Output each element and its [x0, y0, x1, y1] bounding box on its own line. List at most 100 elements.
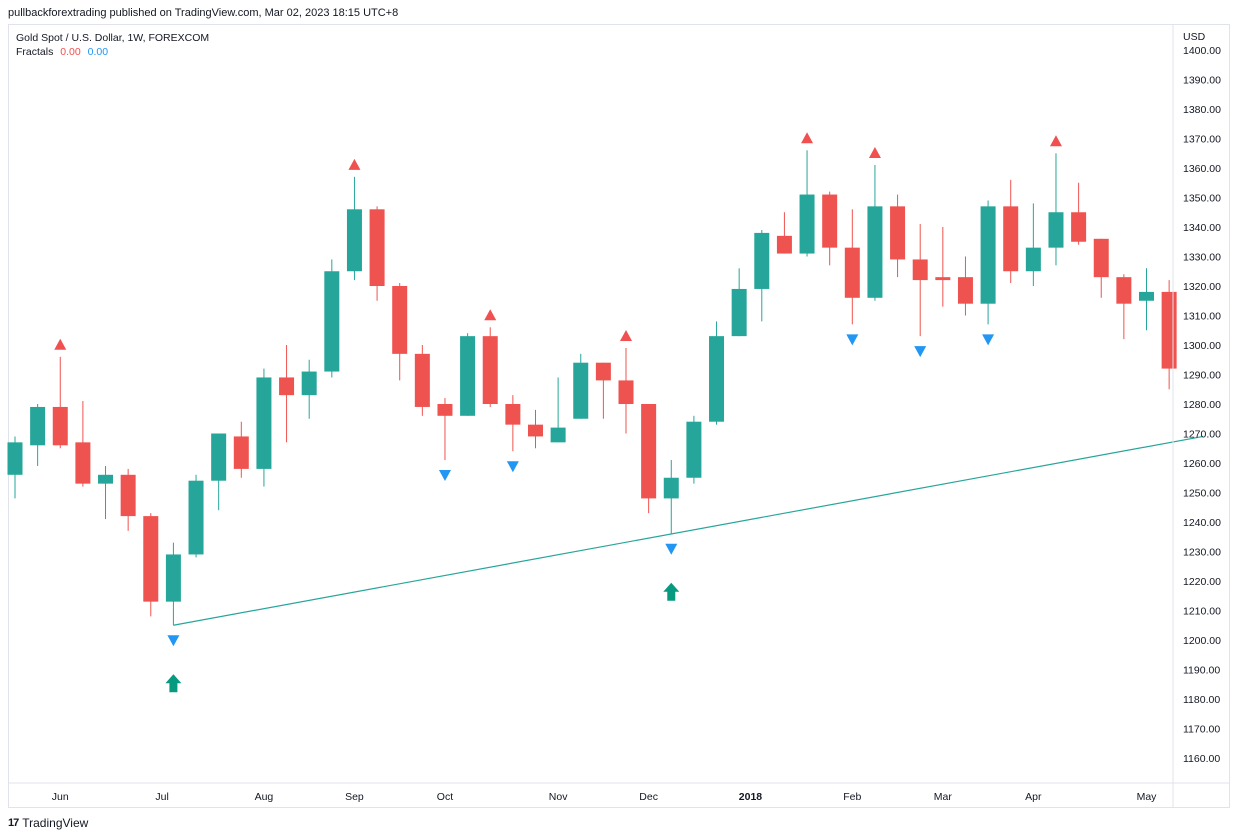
- bullish-candle: [1025, 203, 1041, 286]
- candle-body: [776, 235, 792, 254]
- candle-body: [75, 442, 91, 484]
- candle-body: [641, 404, 657, 499]
- bullish-candle: [98, 465, 114, 520]
- bearish-candle: [392, 283, 408, 381]
- price-tick-label: 1320.00: [1183, 281, 1221, 293]
- bearish-candle: [1116, 274, 1132, 340]
- price-axis: USD 1160.00 1170.00 1180.00 1190.00 1200.00 12…: [1183, 31, 1221, 765]
- time-tick-label: Feb: [843, 791, 861, 803]
- bearish-candle: [1161, 280, 1177, 390]
- bearish-candle: [505, 395, 521, 452]
- candle-body: [618, 380, 634, 404]
- price-tick-label: 1310.00: [1183, 311, 1221, 323]
- price-tick-label: 1280.00: [1183, 399, 1221, 411]
- bearish-candle: [279, 345, 295, 443]
- bearish-candle: [482, 327, 498, 407]
- candle-body: [709, 336, 725, 422]
- bearish-candle: [776, 212, 792, 254]
- bearish-candle: [618, 347, 634, 434]
- price-tick-label: 1220.00: [1183, 576, 1221, 588]
- candle-body: [1048, 212, 1064, 248]
- tradingview-brand: TradingView: [22, 816, 89, 830]
- candle-body: [1161, 291, 1177, 369]
- buy-arrow-icon: [165, 674, 182, 693]
- bullish-candle: [211, 433, 227, 511]
- bullish-candle: [7, 436, 23, 499]
- time-tick-label: 2018: [739, 791, 763, 803]
- candle-body: [98, 474, 114, 484]
- time-tick-label: Oct: [437, 791, 453, 803]
- candle-body: [867, 206, 883, 298]
- candle-body: [912, 259, 928, 281]
- time-tick-label: Dec: [639, 791, 658, 803]
- candle-body: [482, 336, 498, 404]
- bearish-candle: [143, 513, 159, 617]
- price-tick-label: 1360.00: [1183, 163, 1221, 175]
- currency-label: USD: [1183, 31, 1206, 43]
- candle-body: [1003, 206, 1019, 272]
- bullish-candle: [188, 474, 204, 558]
- bullish-candle: [30, 404, 46, 466]
- candle-body: [279, 377, 295, 396]
- price-tick-label: 1290.00: [1183, 370, 1221, 382]
- price-tick-label: 1390.00: [1183, 75, 1221, 87]
- publish-header: pullbackforextrading published on Tradin…: [8, 7, 399, 19]
- bearish-candle: [957, 256, 973, 316]
- price-tick-label: 1170.00: [1183, 724, 1220, 736]
- fractal-down-triangle-icon: [167, 635, 180, 647]
- fractal-up-triangle-icon: [348, 158, 361, 170]
- bullish-candle: [799, 150, 815, 257]
- candle-body: [573, 362, 589, 419]
- candle-body: [890, 206, 906, 260]
- price-tick-label: 1350.00: [1183, 193, 1221, 205]
- price-tick-label: 1230.00: [1183, 547, 1221, 559]
- price-tick-label: 1250.00: [1183, 488, 1221, 500]
- candle-body: [1071, 212, 1087, 242]
- fractal-up-triangle-icon: [484, 309, 497, 321]
- candle-body: [7, 442, 23, 475]
- indicator-legend[interactable]: Fractals 0.00 0.00: [16, 46, 108, 58]
- price-tick-label: 1300.00: [1183, 340, 1221, 352]
- price-tick-label: 1160.00: [1183, 753, 1220, 765]
- candle-body: [30, 406, 46, 446]
- price-tick-label: 1180.00: [1183, 694, 1220, 706]
- candle-body: [120, 474, 136, 517]
- bullish-candle: [301, 359, 317, 419]
- time-tick-label: Mar: [934, 791, 953, 803]
- trendline: [173, 435, 1204, 626]
- bearish-candle: [890, 194, 906, 278]
- price-tick-label: 1260.00: [1183, 458, 1221, 470]
- candle-body: [550, 427, 566, 443]
- bearish-candle: [1071, 182, 1087, 245]
- time-tick-label: May: [1137, 791, 1158, 803]
- fractal-down-triangle-icon: [438, 470, 451, 482]
- buy-arrow-icon: [663, 582, 680, 601]
- bearish-candle: [844, 209, 860, 325]
- candle-body: [414, 353, 430, 407]
- bullish-candle: [1048, 153, 1064, 266]
- fractal-down-triangle-icon: [846, 334, 859, 346]
- candle-body: [754, 232, 770, 289]
- time-tick-label: Sep: [345, 791, 364, 803]
- candle-body: [663, 477, 679, 499]
- candle-body: [731, 288, 747, 337]
- bullish-candle: [573, 353, 589, 419]
- candle-body: [1093, 238, 1109, 278]
- time-tick-label: Jun: [52, 791, 69, 803]
- symbol-legend[interactable]: Gold Spot / U.S. Dollar, 1W, FOREXCOM: [16, 32, 210, 44]
- footer[interactable]: 17 TradingView: [8, 816, 88, 830]
- fractal-down-value: 0.00: [87, 46, 109, 58]
- candle-body: [595, 362, 611, 381]
- candle-body: [437, 404, 453, 416]
- tradingview-logo-icon: 17: [8, 817, 19, 829]
- bullish-candle: [1139, 268, 1154, 331]
- fractal-down-triangle-icon: [914, 346, 927, 358]
- fractal-down-triangle-icon: [982, 334, 995, 346]
- bearish-candle: [75, 401, 91, 487]
- candle-body: [799, 194, 815, 254]
- candle-body: [844, 247, 860, 298]
- bullish-candle: [754, 229, 770, 322]
- bearish-candle: [912, 224, 928, 337]
- bearish-candle: [641, 404, 657, 514]
